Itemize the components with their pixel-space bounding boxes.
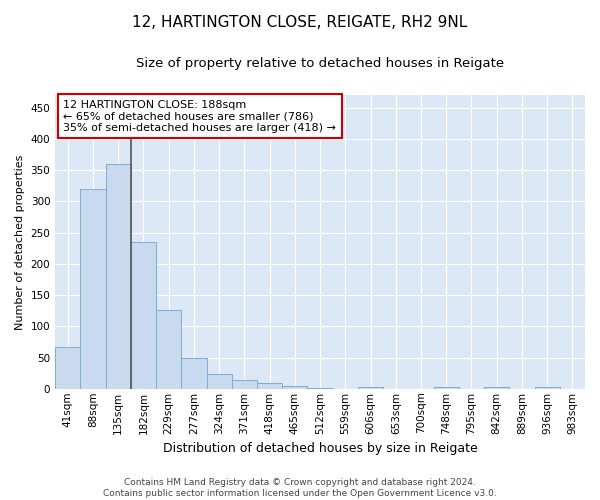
Bar [484,387,509,389]
Bar [282,386,307,389]
Text: 12 HARTINGTON CLOSE: 188sqm
← 65% of detached houses are smaller (786)
35% of se: 12 HARTINGTON CLOSE: 188sqm ← 65% of det… [63,100,336,133]
Bar [232,380,257,389]
Bar [156,310,181,389]
Bar [80,189,106,389]
Bar [257,383,282,389]
Bar [434,387,459,389]
Bar [358,387,383,389]
Text: Contains HM Land Registry data © Crown copyright and database right 2024.
Contai: Contains HM Land Registry data © Crown c… [103,478,497,498]
Bar [181,358,206,389]
Bar [131,242,156,389]
Bar [55,347,80,389]
Bar [535,387,560,389]
Title: Size of property relative to detached houses in Reigate: Size of property relative to detached ho… [136,58,504,70]
Bar [106,164,131,389]
Text: 12, HARTINGTON CLOSE, REIGATE, RH2 9NL: 12, HARTINGTON CLOSE, REIGATE, RH2 9NL [133,15,467,30]
Y-axis label: Number of detached properties: Number of detached properties [15,154,25,330]
X-axis label: Distribution of detached houses by size in Reigate: Distribution of detached houses by size … [163,442,478,455]
Bar [307,388,332,389]
Bar [206,374,232,389]
